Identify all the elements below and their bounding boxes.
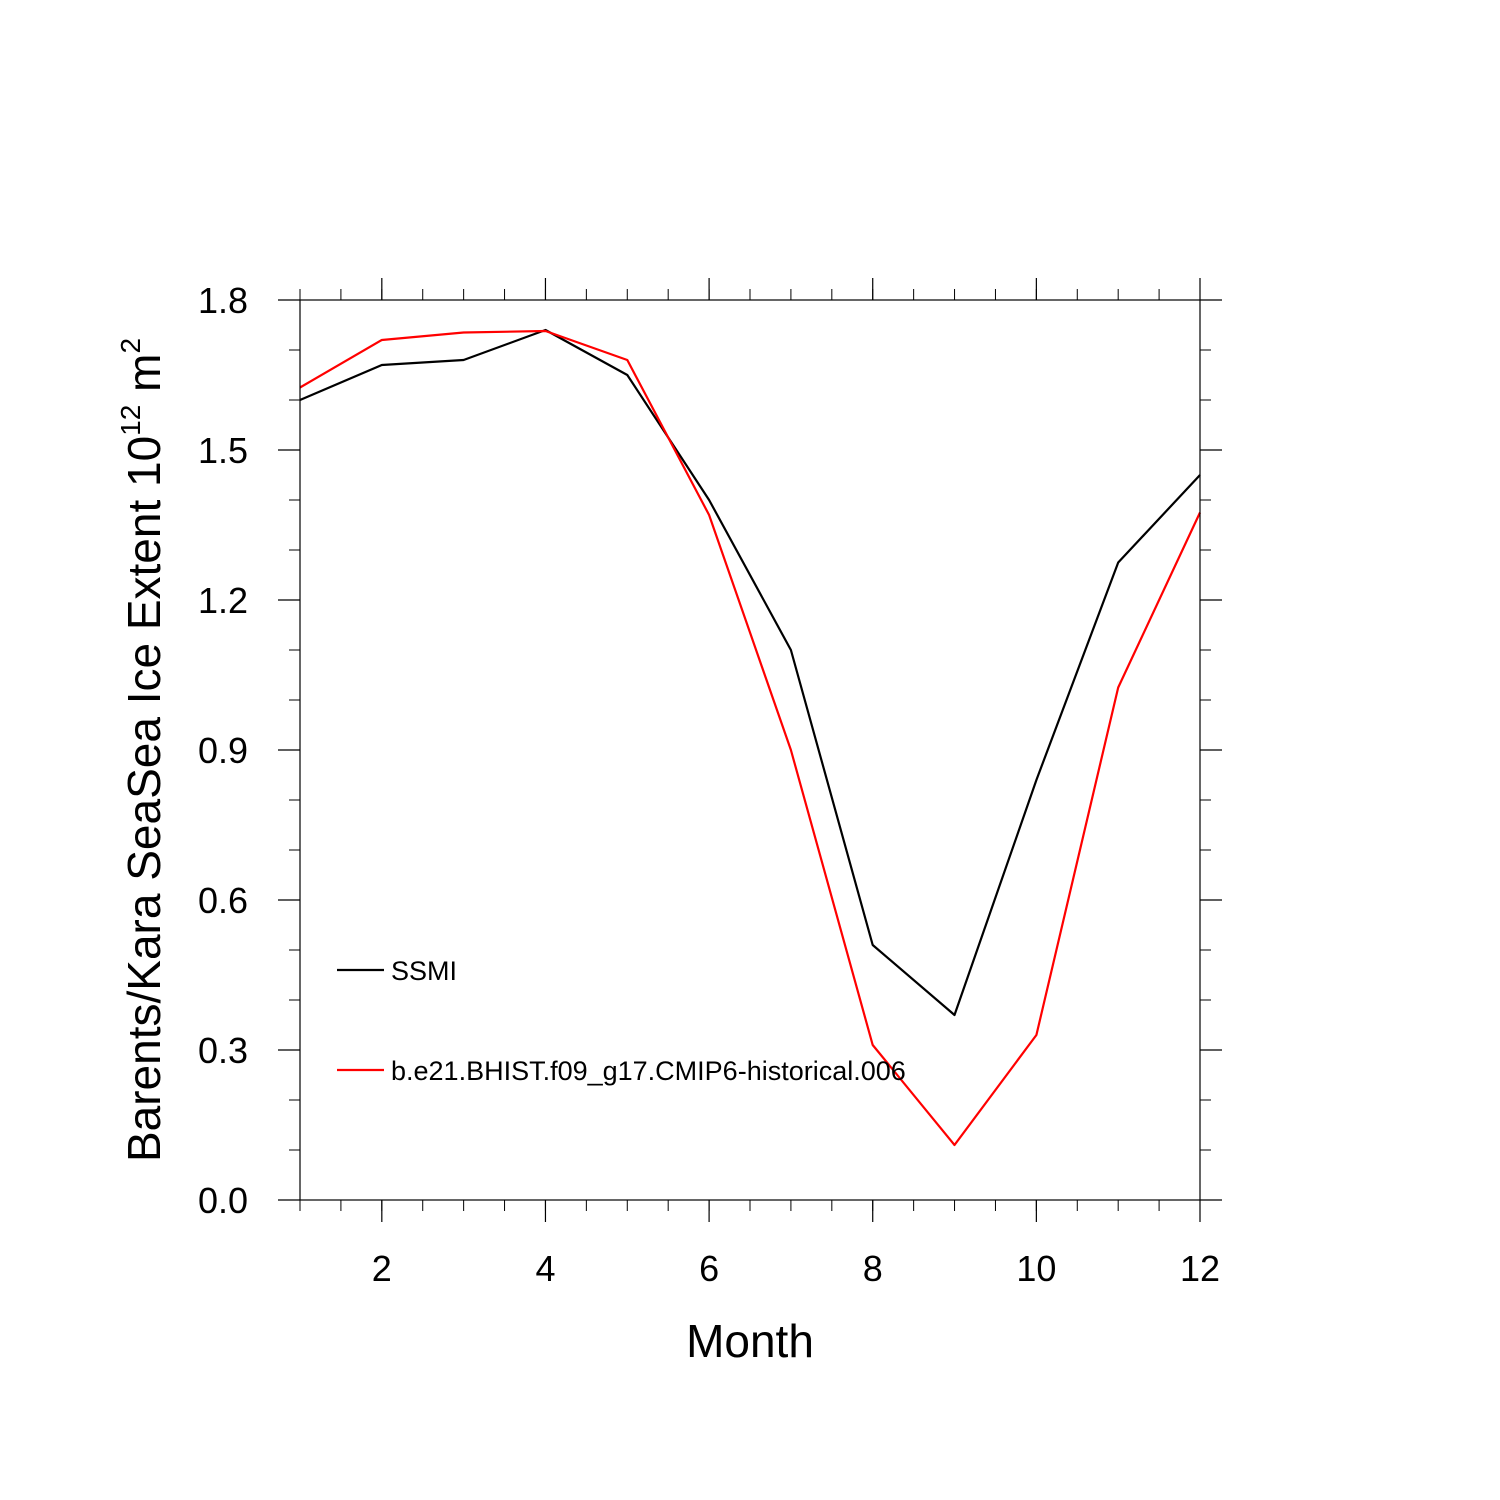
x-tick-label: 8 [863, 1248, 883, 1289]
y-tick-label: 1.2 [198, 580, 248, 621]
legend-label-1: SSMI [391, 956, 457, 986]
y-tick-label: 0.6 [198, 880, 248, 921]
x-tick-label: 4 [535, 1248, 555, 1289]
y-axis-title: Barents/Kara SeaSea Ice Extent 1012 m2 [115, 338, 170, 1162]
x-tick-label: 10 [1016, 1248, 1056, 1289]
series-line-1 [299, 328, 1201, 1017]
y-tick-label: 1.5 [198, 430, 248, 471]
y-tick-labels: 0.0 0.3 0.6 0.9 1.2 1.5 1.8 [198, 280, 248, 1221]
legend: SSMI b.e21.BHIST.f09_g17.CMIP6-historical… [337, 956, 906, 1086]
y-tick-label: 0.3 [198, 1030, 248, 1071]
y-axis-title-exponent: 12 [115, 405, 146, 436]
x-axis-title: Month [686, 1315, 814, 1367]
y-axis-title-unit-exponent: 2 [115, 338, 146, 354]
y-tick-label: 0.0 [198, 1180, 248, 1221]
y-axis-title-main: Barents/Kara SeaSea Ice Extent 10 [118, 436, 170, 1162]
major-ticks [278, 278, 1222, 1222]
y-tick-label: 1.8 [198, 280, 248, 321]
legend-label-2: b.e21.BHIST.f09_g17.CMIP6-historical.006 [391, 1056, 906, 1086]
x-tick-label: 12 [1180, 1248, 1220, 1289]
y-axis-title-unit: m [118, 354, 170, 405]
plot-frame [299, 299, 1201, 1201]
x-tick-labels: 2 4 6 8 10 12 [372, 1248, 1220, 1289]
series-line-2 [299, 329, 1201, 1147]
series-layer [299, 328, 1201, 1147]
x-tick-label: 2 [372, 1248, 392, 1289]
x-tick-label: 6 [699, 1248, 719, 1289]
y-tick-label: 0.9 [198, 730, 248, 771]
